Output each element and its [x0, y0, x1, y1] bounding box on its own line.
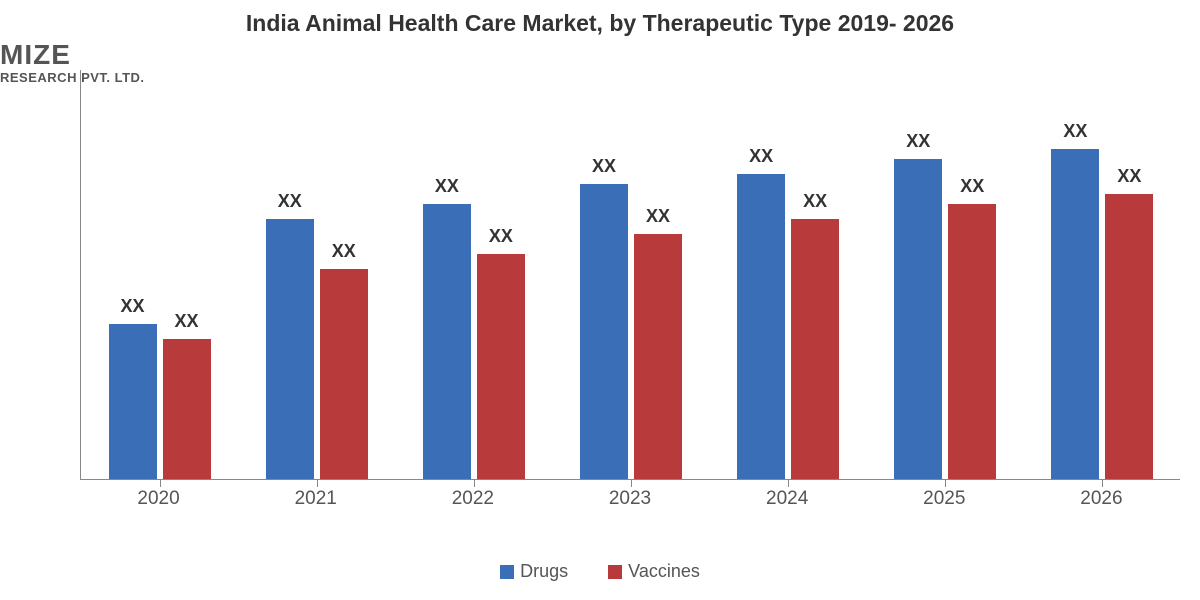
- x-axis-category-label: 2025: [904, 488, 984, 510]
- bar-data-label: XX: [948, 176, 996, 197]
- bar: XX: [634, 234, 682, 479]
- bar-group: XXXX: [580, 184, 682, 479]
- x-axis-tick: [788, 479, 789, 487]
- bar-data-label: XX: [423, 176, 471, 197]
- bar: XX: [320, 269, 368, 479]
- bar-group: XXXX: [1051, 149, 1153, 479]
- bar: XX: [266, 219, 314, 479]
- legend-item: Vaccines: [608, 561, 700, 582]
- bar: XX: [1105, 194, 1153, 479]
- chart-legend: Drugs Vaccines: [0, 561, 1200, 582]
- x-axis-category-label: 2021: [276, 488, 356, 510]
- bar-group: XXXX: [894, 159, 996, 479]
- bar: XX: [737, 174, 785, 479]
- x-axis-tick: [474, 479, 475, 487]
- x-axis-tick: [160, 479, 161, 487]
- x-axis-category-label: 2020: [119, 488, 199, 510]
- legend-swatch: [500, 565, 514, 579]
- bar: XX: [580, 184, 628, 479]
- x-axis-tick: [945, 479, 946, 487]
- bar-data-label: XX: [320, 241, 368, 262]
- bar-data-label: XX: [634, 206, 682, 227]
- bar: XX: [423, 204, 471, 479]
- bar: XX: [791, 219, 839, 479]
- x-axis-tick: [317, 479, 318, 487]
- bar: XX: [1051, 149, 1099, 479]
- bar-group: XXXX: [423, 204, 525, 479]
- x-axis-tick: [631, 479, 632, 487]
- x-axis-category-label: 2023: [590, 488, 670, 510]
- bar-data-label: XX: [580, 156, 628, 177]
- bar: XX: [894, 159, 942, 479]
- bar: XX: [948, 204, 996, 479]
- bar-data-label: XX: [791, 191, 839, 212]
- x-axis-labels: 2020 2021 2022 2023 2024 2025 2026: [80, 488, 1180, 518]
- bar-data-label: XX: [477, 226, 525, 247]
- bar-group: XXXX: [109, 324, 211, 479]
- bar: XX: [109, 324, 157, 479]
- bar: XX: [477, 254, 525, 479]
- watermark-line-1: MIZE: [0, 40, 145, 71]
- x-axis-tick: [1102, 479, 1103, 487]
- legend-swatch: [608, 565, 622, 579]
- bar-data-label: XX: [1105, 166, 1153, 187]
- bar-group: XXXX: [266, 219, 368, 479]
- legend-label: Drugs: [520, 561, 568, 582]
- bar-group: XXXX: [737, 174, 839, 479]
- bar-data-label: XX: [1051, 121, 1099, 142]
- bar-data-label: XX: [737, 146, 785, 167]
- bar-data-label: XX: [266, 191, 314, 212]
- x-axis-category-label: 2024: [747, 488, 827, 510]
- chart-title: India Animal Health Care Market, by Ther…: [0, 10, 1200, 37]
- chart-plot-area: XXXXXXXXXXXXXXXXXXXXXXXXXXXX: [80, 70, 1180, 480]
- bar-data-label: XX: [894, 131, 942, 152]
- legend-item: Drugs: [500, 561, 568, 582]
- bar: XX: [163, 339, 211, 479]
- bar-data-label: XX: [163, 311, 211, 332]
- legend-label: Vaccines: [628, 561, 700, 582]
- x-axis-category-label: 2022: [433, 488, 513, 510]
- x-axis-category-label: 2026: [1061, 488, 1141, 510]
- bar-data-label: XX: [109, 296, 157, 317]
